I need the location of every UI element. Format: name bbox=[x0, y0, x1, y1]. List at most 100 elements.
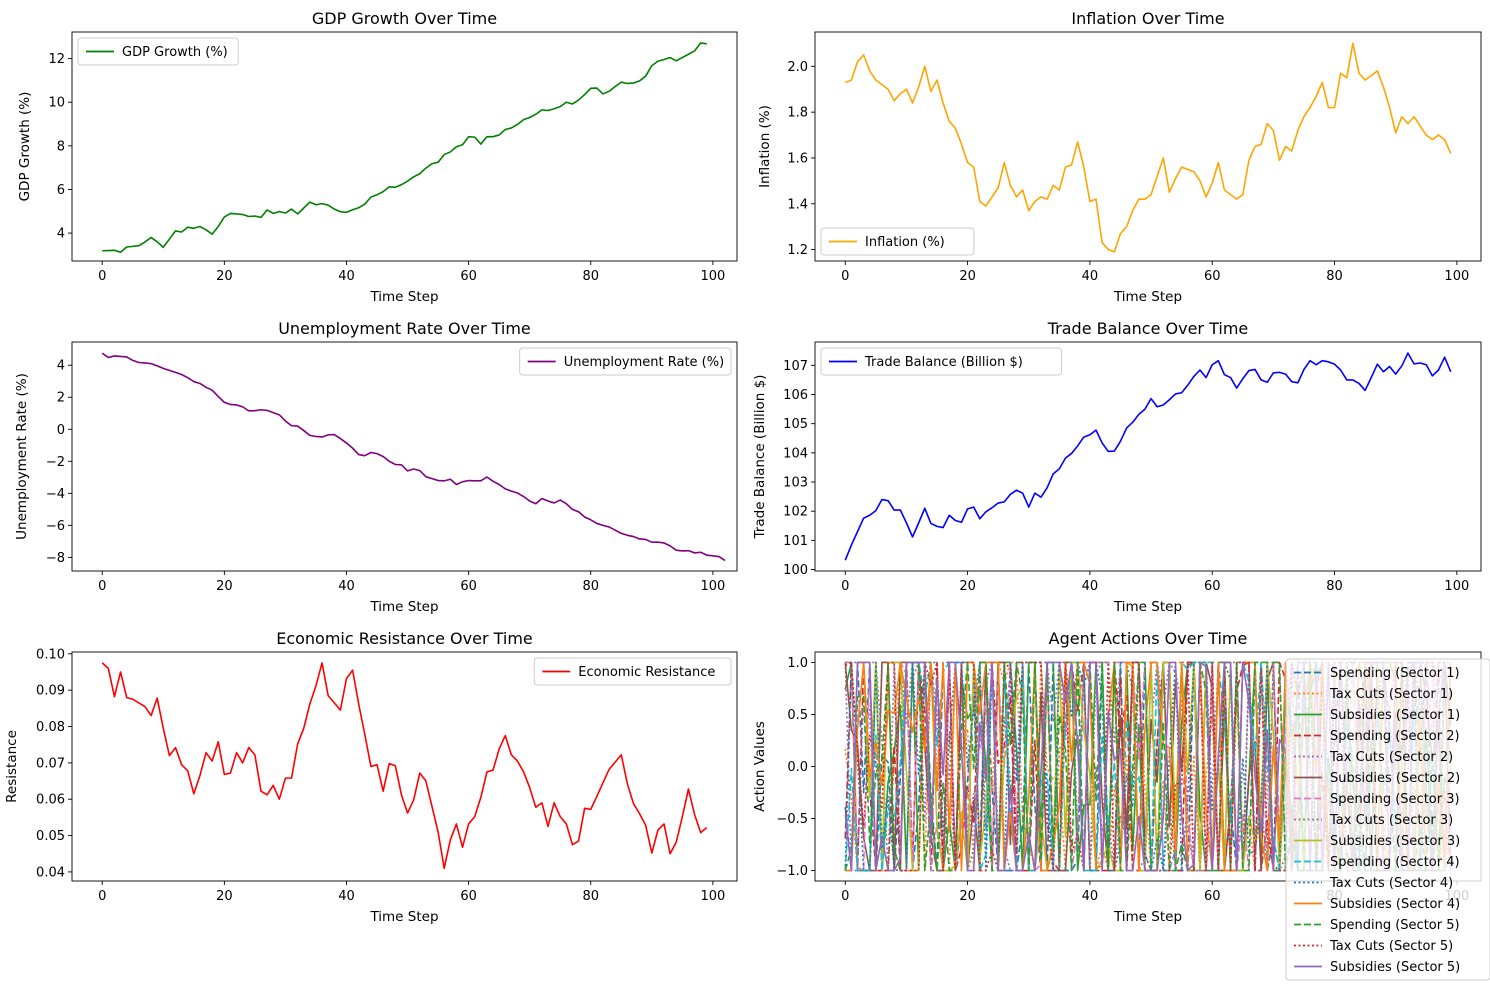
y-tick-label: 4 bbox=[57, 227, 65, 242]
legend-label: Subsidies (Sector 5) bbox=[1330, 960, 1460, 975]
x-tick-label: 100 bbox=[700, 889, 725, 904]
x-tick-label: 80 bbox=[582, 269, 599, 284]
legend-label: Spending (Sector 3) bbox=[1330, 792, 1460, 807]
series-group bbox=[102, 42, 707, 254]
x-tick-label: 40 bbox=[338, 269, 355, 284]
chart-title: Agent Actions Over Time bbox=[1049, 629, 1248, 648]
x-tick-label: 80 bbox=[582, 579, 599, 594]
legend-label: Spending (Sector 2) bbox=[1330, 729, 1460, 744]
chart-title: Unemployment Rate Over Time bbox=[278, 319, 531, 338]
chart-inflation: 0 20 40 60 80 100 1.2 1.4 1.6 1.8 2.0 Inflation Ove… bbox=[757, 9, 1482, 305]
y-tick-label: 0.07 bbox=[36, 756, 65, 771]
legend-label: Subsidies (Sector 1) bbox=[1330, 708, 1460, 723]
legend-label: Tax Cuts (Sector 5) bbox=[1329, 939, 1453, 954]
x-tick-label: 100 bbox=[1444, 579, 1469, 594]
x-tick-label: 40 bbox=[1082, 269, 1099, 284]
x-tick-label: 100 bbox=[700, 269, 725, 284]
y-tick-label: 0.09 bbox=[36, 684, 65, 699]
y-tick-label: 0.0 bbox=[787, 760, 808, 775]
legend: Inflation (%) bbox=[820, 227, 975, 256]
series-line bbox=[844, 661, 1452, 872]
y-tick-label: 0.10 bbox=[36, 647, 65, 662]
series-line bbox=[844, 661, 1452, 872]
series-line bbox=[101, 352, 726, 562]
series-line bbox=[102, 42, 707, 254]
x-tick-label: 60 bbox=[460, 579, 477, 594]
y-tick-label: −2 bbox=[46, 455, 65, 470]
legend: Spending (Sector 1) Tax Cuts (Sector 1) Su… bbox=[1285, 658, 1490, 981]
y-tick-label: 0.06 bbox=[36, 793, 65, 808]
legend-label: Subsidies (Sector 4) bbox=[1330, 897, 1460, 912]
x-tick-label: 40 bbox=[338, 579, 355, 594]
x-tick-label: 20 bbox=[959, 269, 976, 284]
legend-label: Subsidies (Sector 3) bbox=[1330, 834, 1460, 849]
y-tick-label: 4 bbox=[57, 359, 65, 374]
legend-label: GDP Growth (%) bbox=[122, 45, 228, 60]
x-tick-label: 0 bbox=[98, 889, 106, 904]
axes-frame bbox=[71, 341, 738, 572]
y-tick-label: 106 bbox=[783, 388, 808, 403]
y-axis-label: Unemployment Rate (%) bbox=[14, 373, 30, 540]
x-tick-label: 40 bbox=[1082, 579, 1099, 594]
y-tick-label: 1.8 bbox=[787, 106, 808, 121]
x-tick-label: 20 bbox=[959, 889, 976, 904]
chart-gdp: 0 20 40 60 80 100 4 6 8 10 12 GDP Growth Over Time T… bbox=[17, 9, 738, 305]
x-axis-label: Time Step bbox=[1113, 599, 1182, 615]
y-tick-label: 105 bbox=[783, 417, 808, 432]
legend: GDP Growth (%) bbox=[77, 37, 239, 66]
y-axis-label: Resistance bbox=[4, 730, 20, 803]
y-axis-label: Action Values bbox=[752, 721, 768, 812]
series-line bbox=[101, 662, 708, 870]
y-tick-label: 0.08 bbox=[36, 720, 65, 735]
legend-box bbox=[820, 227, 975, 256]
y-axis-label: GDP Growth (%) bbox=[17, 92, 33, 202]
x-tick-label: 0 bbox=[841, 269, 849, 284]
series-group bbox=[844, 42, 1452, 253]
series-line bbox=[844, 42, 1452, 253]
y-tick-label: 100 bbox=[783, 563, 808, 578]
y-tick-label: 8 bbox=[57, 139, 65, 154]
y-tick-label: −8 bbox=[46, 551, 65, 566]
x-tick-label: 40 bbox=[1082, 889, 1099, 904]
legend-label: Inflation (%) bbox=[865, 235, 945, 250]
legend-label: Spending (Sector 4) bbox=[1330, 855, 1460, 870]
axes-frame bbox=[814, 31, 1482, 262]
y-tick-label: 101 bbox=[783, 534, 808, 549]
y-tick-label: 2 bbox=[57, 391, 65, 406]
y-tick-label: 1.6 bbox=[787, 151, 808, 166]
x-tick-label: 20 bbox=[216, 579, 233, 594]
legend: Unemployment Rate (%) bbox=[519, 347, 732, 376]
chart-title: Economic Resistance Over Time bbox=[276, 629, 533, 648]
legend-box bbox=[519, 347, 732, 376]
y-tick-label: −6 bbox=[46, 519, 65, 534]
x-tick-label: 80 bbox=[1326, 269, 1343, 284]
legend-label: Tax Cuts (Sector 4) bbox=[1329, 876, 1453, 891]
x-tick-label: 0 bbox=[98, 269, 106, 284]
axes-frame bbox=[71, 31, 738, 262]
y-tick-label: 6 bbox=[57, 183, 65, 198]
legend-label: Trade Balance (Billion $) bbox=[864, 355, 1023, 370]
series-line bbox=[844, 352, 1452, 561]
x-tick-label: 60 bbox=[1204, 889, 1221, 904]
legend: Economic Resistance bbox=[533, 657, 732, 686]
legend-box bbox=[1285, 658, 1490, 981]
x-tick-label: 20 bbox=[216, 269, 233, 284]
legend-box bbox=[533, 657, 732, 686]
chart-title: GDP Growth Over Time bbox=[312, 9, 497, 28]
y-tick-label: 104 bbox=[783, 446, 808, 461]
y-tick-label: 0 bbox=[57, 423, 65, 438]
y-tick-label: −0.5 bbox=[776, 812, 808, 827]
legend-label: Subsidies (Sector 2) bbox=[1330, 771, 1460, 786]
axes-frame bbox=[71, 651, 738, 882]
y-tick-label: 103 bbox=[783, 476, 808, 491]
x-tick-label: 80 bbox=[582, 889, 599, 904]
legend-label: Tax Cuts (Sector 1) bbox=[1329, 687, 1453, 702]
legend-label: Spending (Sector 5) bbox=[1330, 918, 1460, 933]
y-tick-label: 102 bbox=[783, 505, 808, 520]
y-tick-label: 10 bbox=[48, 96, 65, 111]
series-group bbox=[844, 352, 1452, 561]
x-tick-label: 0 bbox=[98, 579, 106, 594]
y-tick-label: 1.2 bbox=[787, 243, 808, 258]
